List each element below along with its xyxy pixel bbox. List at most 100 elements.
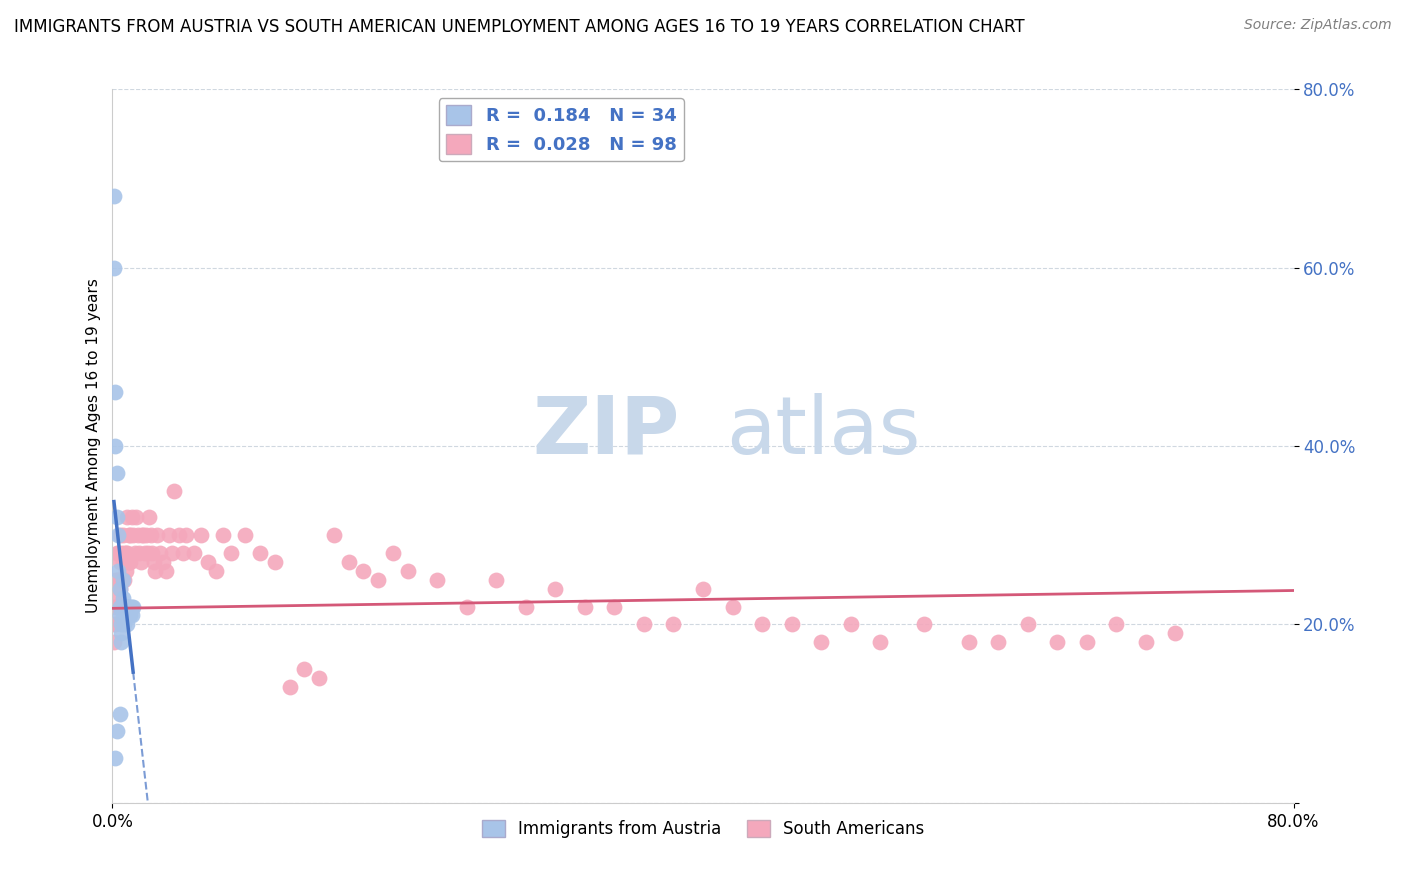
Point [142,555,165,569]
Point [104,385,127,400]
Point [122,528,145,542]
Point [1135,635,1157,649]
Point [108,608,131,623]
Point [485,573,508,587]
Point [1105,617,1128,632]
Point [141,546,163,560]
Point [121,599,143,614]
Point [205,564,228,578]
Point [308,671,330,685]
Point [212,528,235,542]
Point [396,564,419,578]
Point [111,608,134,623]
Point [1017,617,1039,632]
Point [120,599,142,614]
Point [146,528,169,542]
Point [131,528,153,542]
Point [914,617,936,632]
Point [292,662,315,676]
Point [105,573,128,587]
Point [382,546,405,560]
Point [163,483,186,498]
Point [120,608,142,623]
Point [108,582,131,596]
Point [129,555,152,569]
Point [122,599,145,614]
Point [105,599,128,614]
Point [1076,635,1098,649]
Point [132,528,155,542]
Point [633,617,655,632]
Point [124,546,146,560]
Point [1046,635,1069,649]
Point [107,573,129,587]
Point [662,617,685,632]
Point [957,635,980,649]
Point [149,546,172,560]
Point [426,573,449,587]
Point [167,528,190,542]
Point [160,546,183,560]
Point [352,564,374,578]
Point [367,573,389,587]
Point [134,546,156,560]
Point [108,599,131,614]
Point [249,546,271,560]
Point [117,599,138,614]
Point [155,564,177,578]
Point [117,608,138,623]
Point [114,599,136,614]
Point [869,635,891,649]
Point [104,591,127,605]
Point [121,608,143,623]
Point [110,635,132,649]
Point [118,608,141,623]
Point [108,528,131,542]
Point [172,546,194,560]
Point [544,582,567,596]
Text: IMMIGRANTS FROM AUSTRIA VS SOUTH AMERICAN UNEMPLOYMENT AMONG AGES 16 TO 19 YEARS: IMMIGRANTS FROM AUSTRIA VS SOUTH AMERICA… [14,18,1025,36]
Point [107,546,129,560]
Point [105,510,128,524]
Point [111,555,134,569]
Point [278,680,301,694]
Point [110,546,132,560]
Point [190,528,212,542]
Point [574,599,596,614]
Legend: Immigrants from Austria, South Americans: Immigrants from Austria, South Americans [475,813,931,845]
Point [103,189,125,203]
Point [107,528,129,542]
Point [128,546,150,560]
Point [264,555,287,569]
Point [103,635,125,649]
Point [810,635,832,649]
Point [1164,626,1187,640]
Point [110,626,132,640]
Point [108,555,131,569]
Point [108,582,131,596]
Point [118,528,141,542]
Point [120,528,142,542]
Point [780,617,803,632]
Point [103,260,125,275]
Point [114,546,136,560]
Point [104,573,127,587]
Point [104,751,127,765]
Point [103,617,125,632]
Point [108,706,131,721]
Point [139,528,162,542]
Point [111,573,134,587]
Point [111,528,134,542]
Point [120,555,142,569]
Point [103,599,125,614]
Point [112,546,135,560]
Point [197,555,219,569]
Point [125,510,148,524]
Point [337,555,360,569]
Point [118,555,141,569]
Point [117,617,138,632]
Point [751,617,773,632]
Point [112,573,135,587]
Point [104,617,127,632]
Point [987,635,1010,649]
